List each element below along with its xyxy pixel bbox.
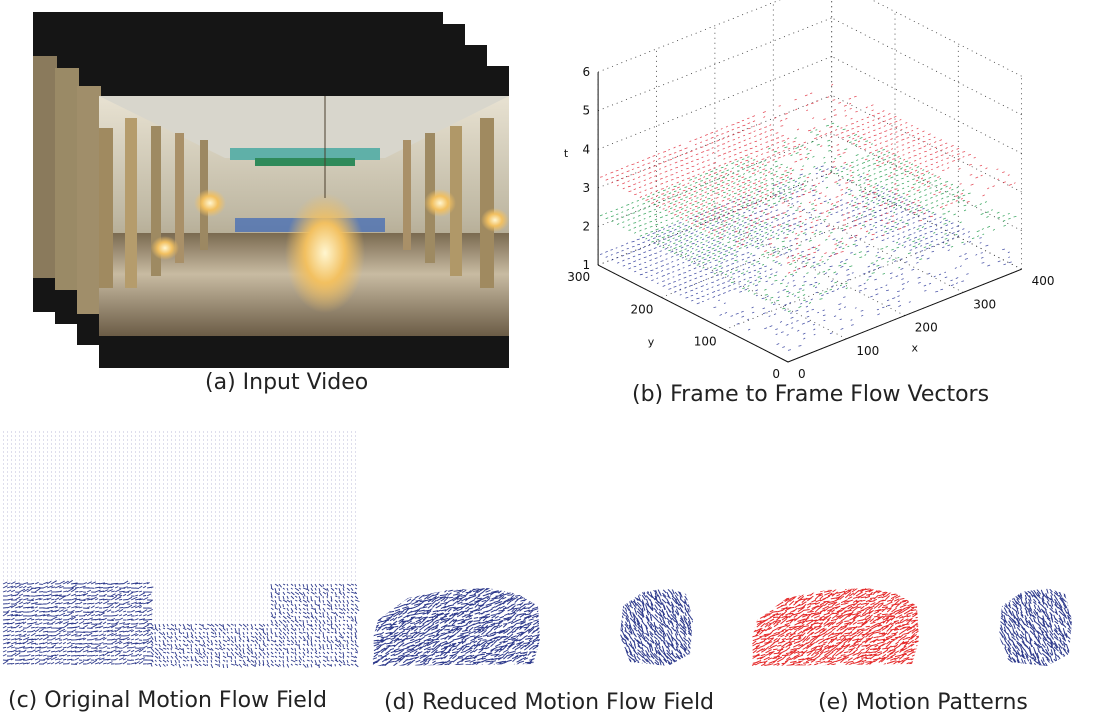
tick-label-x: 200	[915, 321, 938, 335]
tick-label-x: 400	[1032, 274, 1055, 288]
caption-motion-patterns: (e) Motion Patterns	[818, 690, 1028, 715]
caption-original-flow: (c) Original Motion Flow Field	[8, 688, 327, 713]
video-frame-stack	[33, 12, 509, 368]
flow-layer-1	[599, 165, 1012, 351]
tick-label-y: 200	[630, 302, 653, 316]
original-flow-field	[2, 431, 360, 668]
flow-layer-2	[599, 122, 1017, 313]
motion-pattern-red	[751, 588, 919, 666]
axis-label-y: y	[648, 336, 655, 349]
tick-label-y: 300	[567, 270, 590, 284]
tick-label-y: 0	[772, 367, 780, 381]
motion-patterns	[751, 588, 1072, 666]
flow-field-dots	[3, 431, 356, 621]
caption-input-video: (a) Input Video	[205, 370, 369, 395]
reduced-flow-region-right	[620, 588, 693, 666]
reduced-flow-field	[372, 588, 693, 666]
tick-label-t: 1	[582, 258, 590, 272]
tick-label-t: 4	[582, 142, 590, 156]
tick-label-t: 5	[582, 104, 590, 118]
tick-label-t: 3	[582, 181, 590, 195]
axis-label-x: x	[912, 342, 919, 355]
flow-field-vectors	[2, 580, 360, 668]
tick-label-t: 6	[582, 65, 590, 79]
plot-grid	[597, 0, 1023, 363]
tick-label-x: 0	[798, 367, 806, 381]
tick-label-x: 300	[973, 297, 996, 311]
input-video-panel	[33, 12, 509, 368]
caption-reduced-flow: (d) Reduced Motion Flow Field	[384, 690, 715, 715]
tick-label-y: 100	[694, 335, 717, 349]
motion-pattern-blue	[999, 588, 1072, 666]
axis-label-t: t	[564, 147, 569, 160]
flow-vector-layers	[599, 83, 1017, 351]
mosque-scene-image	[99, 96, 509, 336]
flow-vectors-3d-plot: 1 2 3 4 5 6 0 100 200 300 0 100 200 300 400 t y x	[564, 0, 1055, 381]
reduced-flow-region-left	[372, 588, 540, 666]
flow-layer-3	[599, 83, 1016, 274]
plot-ticks: 1 2 3 4 5 6 0 100 200 300 0 100 200 300 400 t y x	[564, 65, 1055, 381]
caption-flow-vectors: (b) Frame to Frame Flow Vectors	[632, 382, 990, 407]
tick-label-t: 2	[582, 220, 590, 234]
tick-label-x: 100	[856, 344, 879, 358]
